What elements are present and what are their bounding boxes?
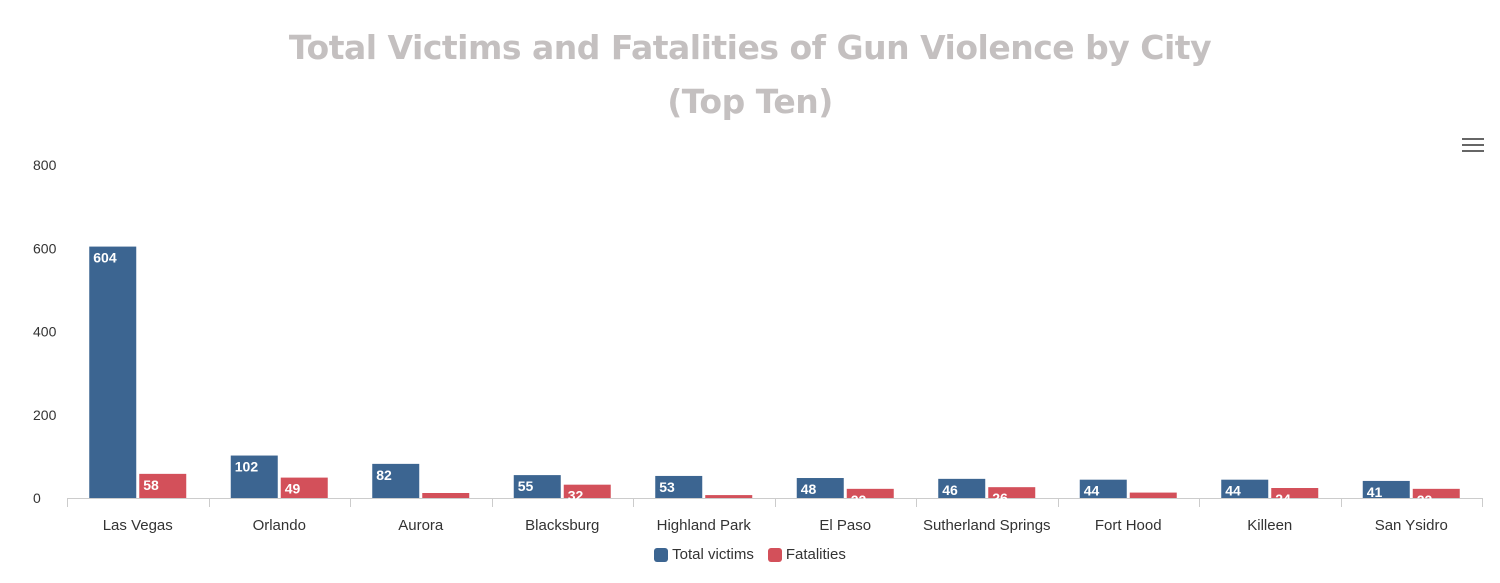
- data-label-total-victims-el-paso: 48: [801, 481, 817, 497]
- y-tick-label-400: 400: [33, 324, 57, 340]
- bar-fatalities-las-vegas[interactable]: [139, 473, 187, 498]
- y-tick-label-800: 800: [33, 157, 57, 173]
- legend: Total victims Fatalities: [0, 546, 1500, 563]
- x-tick-label-san-ysidro: San Ysidro: [1375, 517, 1448, 534]
- data-label-total-victims-san-ysidro: 41: [1367, 484, 1383, 500]
- legend-item-total-victims[interactable]: Total victims: [654, 546, 754, 563]
- bar-total-victims-highland-park[interactable]: [655, 475, 703, 498]
- data-label-total-victims-aurora: 82: [376, 467, 392, 483]
- x-tick-label-el-paso: El Paso: [819, 517, 871, 534]
- bar-fatalities-el-paso[interactable]: [846, 488, 894, 498]
- hamburger-menu-icon[interactable]: [1462, 138, 1484, 154]
- data-label-fatalities-blacksburg: 32: [568, 488, 584, 504]
- data-label-fatalities-fort-hood: 13: [1134, 496, 1150, 512]
- bar-total-victims-sutherland-springs[interactable]: [938, 478, 986, 498]
- bar-fatalities-orlando[interactable]: [280, 477, 328, 498]
- data-label-total-victims-fort-hood: 44: [1084, 483, 1100, 499]
- bar-fatalities-highland-park[interactable]: [705, 495, 753, 498]
- bar-total-victims-fort-hood[interactable]: [1079, 479, 1127, 498]
- data-label-total-victims-blacksburg: 55: [518, 478, 534, 494]
- bar-fatalities-san-ysidro[interactable]: [1412, 488, 1460, 498]
- data-label-total-victims-las-vegas: 604: [93, 250, 117, 266]
- x-tick-label-orlando: Orlando: [253, 517, 306, 534]
- data-label-fatalities-el-paso: 22: [851, 492, 867, 508]
- y-tick-label-600: 600: [33, 240, 57, 256]
- data-label-fatalities-sutherland-springs: 26: [992, 490, 1008, 506]
- bar-fatalities-blacksburg[interactable]: [563, 484, 611, 498]
- legend-swatch-fatalities: [767, 547, 782, 562]
- legend-label-total-victims: Total victims: [672, 546, 754, 563]
- legend-label-fatalities: Fatalities: [785, 546, 846, 563]
- bar-fatalities-sutherland-springs[interactable]: [988, 487, 1036, 498]
- data-label-total-victims-orlando: 102: [235, 459, 259, 475]
- bar-total-victims-killeen[interactable]: [1221, 479, 1269, 498]
- x-tick-label-las-vegas: Las Vegas: [103, 517, 173, 534]
- bar-fatalities-killeen[interactable]: [1271, 488, 1319, 498]
- data-label-total-victims-killeen: 44: [1225, 483, 1241, 499]
- bar-total-victims-aurora[interactable]: [372, 463, 420, 498]
- bar-total-victims-el-paso[interactable]: [796, 478, 844, 498]
- legend-swatch-total-victims: [654, 547, 669, 562]
- x-tick-label-blacksburg: Blacksburg: [525, 517, 599, 534]
- data-label-total-victims-highland-park: 53: [659, 479, 675, 495]
- x-tick-label-highland-park: Highland Park: [657, 517, 752, 534]
- x-tick-label-fort-hood: Fort Hood: [1095, 517, 1162, 534]
- chart-title-line-1: Total Victims and Fatalities of Gun Viol…: [288, 28, 1212, 67]
- data-label-fatalities-san-ysidro: 22: [1417, 492, 1433, 508]
- data-label-fatalities-killeen: 24: [1275, 491, 1291, 507]
- y-tick-label-200: 200: [33, 407, 57, 423]
- chart-title-line-2: (Top Ten): [667, 82, 833, 121]
- data-label-fatalities-highland-park: 7: [709, 498, 717, 514]
- data-label-fatalities-las-vegas: 58: [143, 477, 159, 493]
- x-tick-label-sutherland-springs: Sutherland Springs: [923, 517, 1051, 534]
- data-label-total-victims-sutherland-springs: 46: [942, 482, 958, 498]
- data-label-fatalities-orlando: 49: [285, 481, 301, 497]
- bar-total-victims-orlando[interactable]: [230, 455, 278, 498]
- bar-total-victims-san-ysidro[interactable]: [1362, 480, 1410, 498]
- bar-total-victims-las-vegas[interactable]: [89, 246, 137, 498]
- bar-fatalities-aurora[interactable]: [422, 493, 470, 498]
- bar-fatalities-fort-hood[interactable]: [1129, 492, 1177, 498]
- y-tick-label-0: 0: [33, 490, 41, 506]
- bar-total-victims-blacksburg[interactable]: [513, 475, 561, 498]
- x-tick-label-aurora: Aurora: [398, 517, 444, 534]
- data-label-fatalities-aurora: 12: [426, 496, 442, 512]
- x-tick-label-killeen: Killeen: [1247, 517, 1292, 534]
- legend-item-fatalities[interactable]: Fatalities: [767, 546, 846, 563]
